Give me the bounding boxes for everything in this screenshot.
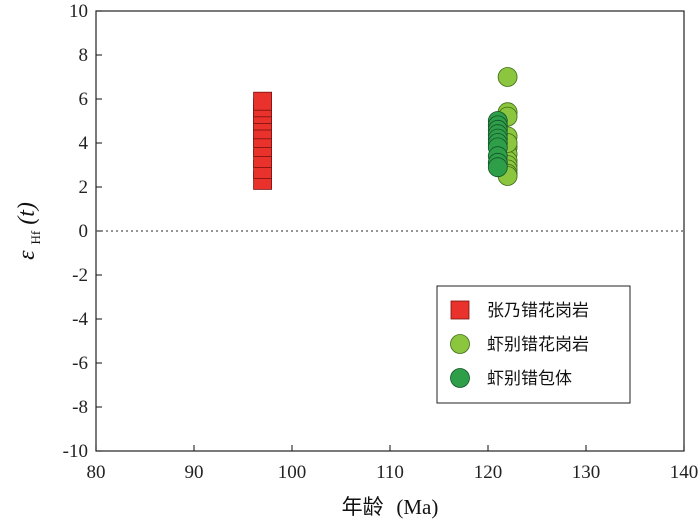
x-tick-label: 130	[572, 462, 601, 483]
y-axis-title-subscript: Hf	[28, 230, 43, 244]
y-tick-label: -4	[72, 309, 88, 330]
y-tick-labels: -10 -8 -6 -4 -2 0 2 4 6 8 10	[63, 1, 89, 462]
legend-swatch-xiabiecuo-enclave	[450, 368, 470, 388]
y-tick-label: 10	[69, 1, 88, 22]
y-tick-label: 6	[79, 89, 89, 110]
y-tick-label: -2	[72, 265, 88, 286]
x-tick-label: 120	[474, 462, 503, 483]
data-point-circle	[487, 157, 508, 178]
x-tick-label: 140	[670, 462, 699, 483]
y-tick-label: 8	[79, 45, 89, 66]
series-0	[253, 91, 273, 190]
x-tick-labels: 80 90 100 110 120 130 140	[87, 462, 699, 483]
x-axis-title-unit: (Ma)	[396, 495, 438, 519]
data-point-circle	[497, 67, 518, 87]
x-tick-label: 90	[185, 462, 204, 483]
y-tick-label: 0	[79, 221, 89, 242]
legend-label-xiabiecuo-granite: 虾别错花岗岩	[487, 335, 589, 355]
y-axis-title: ε Hf (t)	[14, 202, 46, 260]
series-2	[487, 111, 508, 178]
x-tick-label: 100	[278, 462, 307, 483]
data-point-square	[253, 91, 273, 111]
y-tick-label: -6	[72, 353, 88, 374]
y-axis-title-symbol: ε	[14, 250, 40, 260]
legend-label-xiabiecuo-enclave: 虾别错包体	[487, 369, 572, 389]
legend: 张乃错花岗岩 虾别错花岗岩 虾别错包体	[436, 285, 631, 404]
legend-swatch-xiabiecuo-granite	[450, 334, 470, 354]
y-tick-label: -8	[72, 397, 88, 418]
x-tick-label: 110	[376, 462, 404, 483]
legend-swatch-zhangnaicuo-granite	[450, 300, 470, 320]
y-axis-title-arg: (t)	[14, 202, 40, 225]
y-tick-label: 4	[79, 133, 89, 154]
data-marks	[253, 67, 518, 190]
legend-label-zhangnaicuo-granite: 张乃错花岗岩	[487, 301, 589, 321]
y-tick-label: -10	[63, 441, 88, 462]
x-axis-title: 年龄 (Ma)	[342, 495, 439, 519]
y-tick-label: 2	[79, 177, 89, 198]
x-axis-title-main: 年龄	[342, 495, 384, 519]
x-tick-label: 80	[87, 462, 106, 483]
